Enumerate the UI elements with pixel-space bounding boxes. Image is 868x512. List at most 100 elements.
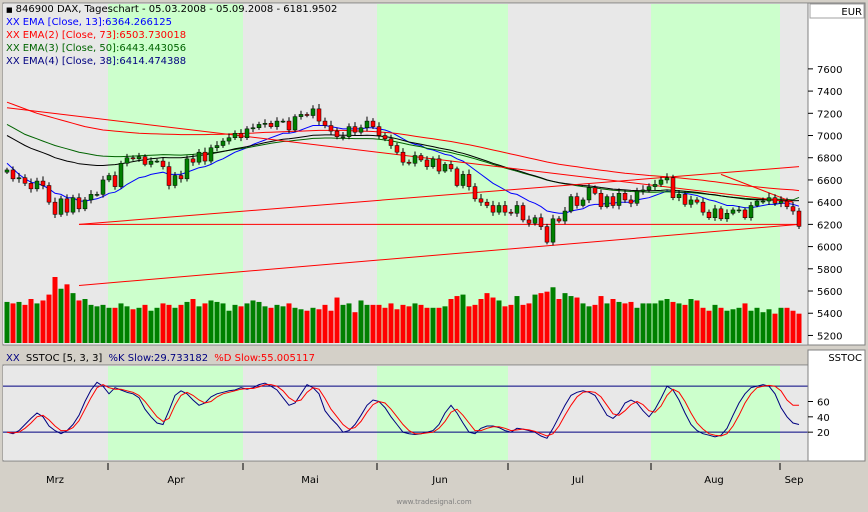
candle-body — [382, 135, 388, 140]
candle-body — [154, 160, 160, 163]
volume-bar — [268, 307, 274, 343]
volume-bar — [292, 307, 298, 343]
volume-bar — [124, 306, 130, 343]
price-tick-label: 5800 — [817, 265, 842, 276]
candle-body — [448, 164, 454, 170]
candle-body — [184, 158, 190, 180]
candle-body — [10, 169, 16, 180]
candle-body — [514, 205, 520, 214]
volume-bar — [94, 306, 100, 343]
candle-body — [502, 205, 508, 213]
price-ticks: 5200 5400 5600 5800 6000 6200 6400 6600 6800 7000… — [808, 65, 842, 342]
price-period-bands — [3, 4, 808, 344]
volume-bar — [508, 304, 514, 343]
candle-body — [658, 179, 664, 185]
volume-bar — [406, 306, 412, 343]
volume-bar — [226, 310, 232, 343]
candle-body — [430, 158, 436, 167]
candle-body — [82, 199, 88, 210]
candle-body — [436, 158, 442, 172]
volume-bar — [646, 303, 652, 343]
volume-bar — [712, 304, 718, 343]
candle-body — [556, 218, 562, 222]
volume-bar — [136, 307, 142, 343]
candle-body — [676, 194, 682, 198]
stochastic-lines — [6, 381, 800, 439]
candle-body — [40, 180, 46, 186]
legend-row-1: XX EMA(2) [Close, 73]:6503.730018 — [6, 30, 186, 41]
candle-body — [628, 199, 634, 204]
candle-body — [598, 193, 604, 207]
candle-body — [268, 123, 274, 127]
candle-body — [688, 199, 694, 205]
candle-body — [742, 209, 748, 218]
volume-bar — [490, 297, 496, 343]
volume-bar — [178, 304, 184, 343]
volume-bar — [196, 306, 202, 343]
volume-bar — [466, 306, 472, 343]
time-label: Mai — [301, 475, 319, 486]
volume-bar — [334, 297, 340, 343]
time-label: Mrz — [46, 475, 64, 486]
volume-bar — [430, 307, 436, 343]
candles — [4, 103, 802, 246]
volume-bar — [604, 303, 610, 343]
volume-bar — [40, 300, 46, 343]
candle-body — [112, 175, 118, 187]
volume-bar — [496, 300, 502, 343]
stoch-line-0 — [6, 381, 800, 439]
volume-bar — [622, 303, 628, 343]
price-tick-label: 7600 — [817, 65, 842, 76]
candle-body — [142, 156, 148, 165]
stochastic-period-bands — [3, 366, 808, 460]
candle-body — [52, 201, 58, 215]
stochastic-axis — [807, 349, 866, 462]
volume-bar — [46, 294, 52, 343]
volume-bar — [202, 303, 208, 343]
candle-body — [508, 211, 514, 214]
volume-bar — [664, 299, 670, 343]
volume-bar — [166, 304, 172, 343]
volume-bar — [82, 299, 88, 343]
time-label: Jun — [431, 475, 448, 486]
candle-body — [718, 208, 724, 220]
candle-body — [646, 186, 652, 191]
price-tick-label: 6600 — [817, 176, 842, 187]
period-band-6 — [780, 4, 808, 344]
volume-bar — [688, 299, 694, 343]
candle-body — [136, 156, 142, 160]
candle-body — [94, 194, 100, 196]
volume-bar — [772, 313, 778, 343]
volume-bar — [670, 301, 676, 343]
stochastic-ticks: 20 40 60 — [808, 398, 830, 439]
volume-bar — [418, 304, 424, 343]
candle-body — [160, 160, 166, 167]
time-label: Apr — [167, 475, 185, 486]
volume-bar — [748, 310, 754, 343]
candle-body — [592, 187, 598, 194]
volume-bar — [412, 303, 418, 343]
period-band-3 — [377, 4, 508, 344]
volume-bar — [262, 306, 268, 343]
period-band-4 — [508, 4, 651, 344]
volume-bar — [352, 312, 358, 343]
candle-body — [64, 198, 70, 213]
volume-bar — [52, 277, 58, 343]
volume-bar — [148, 310, 154, 343]
volume-bar — [244, 303, 250, 343]
candle-body — [106, 175, 112, 181]
candle-body — [724, 213, 730, 220]
volume-bar — [28, 299, 34, 343]
volume-bar — [232, 304, 238, 343]
volume-bar — [256, 301, 262, 343]
candle-body — [76, 197, 82, 210]
volume-bar — [274, 304, 280, 343]
period-band-1 — [108, 366, 243, 460]
volume-bar — [514, 296, 520, 343]
candle-body — [388, 138, 394, 146]
price-tick-label: 6400 — [817, 198, 842, 209]
candle-body — [580, 199, 586, 206]
volume-bar — [58, 288, 64, 343]
volume-bar — [562, 293, 568, 343]
